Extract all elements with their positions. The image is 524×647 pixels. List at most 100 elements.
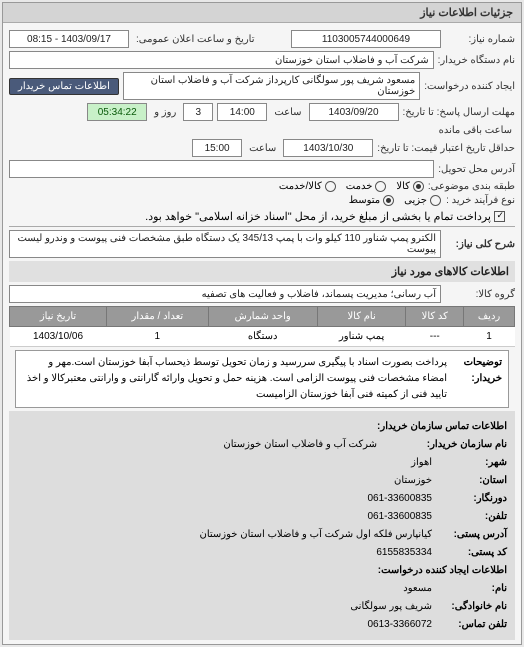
contact-info-button[interactable]: اطلاعات تماس خریدار (9, 78, 119, 95)
countdown-field: 05:34:22 (87, 103, 147, 121)
delivery-address-field (9, 160, 434, 178)
radio-icon (375, 181, 386, 192)
packaging-radio-group: کالا خدمت کالا/خدمت (279, 181, 424, 192)
radio-icon (325, 181, 336, 192)
postal: 6155835334 (376, 544, 432, 561)
payment-note-check: پرداخت تمام یا بخشی از مبلغ خرید، از محل… (145, 210, 505, 223)
radio-service-label: خدمت (346, 181, 373, 192)
validity-time-field: 15:00 (192, 139, 242, 157)
separator (9, 226, 515, 227)
validity-row: حداقل تاریخ اعتبار قیمت: تا تاریخ: 1403/… (9, 139, 515, 157)
radio-partial[interactable]: جزیی (404, 195, 441, 206)
radio-partial-label: جزیی (404, 195, 427, 206)
request-number-row: شماره نیاز: 1103005744000649 تاریخ و ساع… (9, 30, 515, 48)
address-label: آدرس پستی: (432, 526, 507, 543)
request-no-label: شماره نیاز: (445, 34, 515, 45)
cell-name: پمپ شناور (317, 327, 406, 347)
requester-row: ایجاد کننده درخواست: مسعود شریف پور سولگ… (9, 72, 515, 100)
buy-type-radio-group: جزیی متوسط (349, 195, 441, 206)
name-label: نام: (432, 580, 507, 597)
remaining-label: ساعت باقی مانده (436, 125, 515, 136)
radio-icon (413, 181, 424, 192)
contact-phone: 0613-3366072 (367, 616, 432, 633)
goods-group-row: گروه کالا: آب رسانی؛ مدیریت پسماند، فاضل… (9, 285, 515, 303)
packaging-label: طبقه بندی موضوعی: (428, 181, 515, 192)
days-label: روز و (151, 107, 179, 118)
th-unit: واحد شمارش (208, 307, 317, 327)
buyer-device-label: نام دستگاه خریدار: (438, 55, 515, 66)
description-text: پرداخت بصورت اسناد با پیگیری سررسید و زم… (22, 355, 447, 403)
cell-row: 1 (464, 327, 515, 347)
payment-note: پرداخت تمام یا بخشی از مبلغ خرید، از محل… (145, 210, 491, 223)
contact-phone-label: تلفن تماس: (432, 616, 507, 633)
contact-section: اطلاعات تماس سازمان خریدار: نام سازمان خ… (9, 411, 515, 640)
table-row: 1 --- پمپ شناور دستگاه 1 1403/10/06 (10, 327, 515, 347)
name: مسعود (403, 580, 432, 597)
panel-body: شماره نیاز: 1103005744000649 تاریخ و ساع… (3, 23, 521, 644)
radio-icon (383, 195, 394, 206)
buyer-device-field: شرکت آب و فاضلاب استان خوزستان (9, 51, 434, 69)
postal-label: کد پستی: (432, 544, 507, 561)
deadline-date-field: 1403/09/20 (309, 103, 399, 121)
buyer-device-row: نام دستگاه خریدار: شرکت آب و فاضلاب استا… (9, 51, 515, 69)
deadline-row: مهلت ارسال پاسخ: تا تاریخ: 1403/09/20 سا… (9, 103, 515, 136)
family-label: نام خانوادگی: (432, 598, 507, 615)
buy-type-label: نوع فرآیند خرید : (445, 195, 515, 206)
datetime-field: 1403/09/17 - 08:15 (9, 30, 129, 48)
org-name: شرکت آب و فاضلاب استان خوزستان (223, 436, 377, 453)
delivery-address-label: آدرس محل تحویل: (438, 164, 515, 175)
org-name-label: نام سازمان خریدار: (377, 436, 507, 453)
th-qty: تعداد / مقدار (107, 307, 209, 327)
radio-medium[interactable]: متوسط (349, 195, 394, 206)
creator-label: اطلاعات ایجاد کننده درخواست: (377, 562, 507, 579)
province-label: استان: (432, 472, 507, 489)
datetime-label: تاریخ و ساعت اعلان عمومی: (133, 34, 258, 45)
th-code: کد کالا (406, 307, 464, 327)
cell-date: 1403/10/06 (10, 327, 107, 347)
prefix-label: دورنگار: (432, 490, 507, 507)
radio-goods-label: کالا (396, 181, 410, 192)
buyer-description-box: توضیحات خریدار: پرداخت بصورت اسناد با پی… (15, 350, 509, 408)
requester-label: ایجاد کننده درخواست: (424, 81, 515, 92)
radio-icon (430, 195, 441, 206)
deadline-label: مهلت ارسال پاسخ: تا تاریخ: (403, 107, 515, 118)
packaging-row: طبقه بندی موضوعی: کالا خدمت کالا/خدمت (9, 181, 515, 192)
buy-type-row: نوع فرآیند خرید : جزیی متوسط پرداخت تمام… (9, 195, 515, 223)
city-label: شهر: (432, 454, 507, 471)
time-label-1: ساعت (271, 107, 304, 118)
contact-title: اطلاعات تماس سازمان خریدار: (377, 418, 507, 435)
validity-label: حداقل تاریخ اعتبار قیمت: تا تاریخ: (377, 143, 515, 154)
need-title-label: شرح کلی نیاز: (445, 239, 515, 250)
requester-field: مسعود شریف پور سولگانی کارپرداز شرکت آب … (123, 72, 420, 100)
request-no-field: 1103005744000649 (291, 30, 441, 48)
province: خوزستان (394, 472, 432, 489)
phone: 061-33600835 (367, 508, 432, 525)
need-title-row: شرح کلی نیاز: الکترو پمپ شناور 110 کیلو … (9, 230, 515, 258)
city: اهواز (411, 454, 432, 471)
need-title-field: الکترو پمپ شناور 110 کیلو وات با پمپ 345… (9, 230, 441, 258)
th-name: نام کالا (317, 307, 406, 327)
family: شریف پور سولگانی (350, 598, 432, 615)
th-date: تاریخ نیاز (10, 307, 107, 327)
radio-both-label: کالا/خدمت (279, 181, 322, 192)
goods-table: ردیف کد کالا نام کالا واحد شمارش تعداد /… (9, 306, 515, 347)
goods-group-label: گروه کالا: (445, 289, 515, 300)
goods-section-title: اطلاعات کالاهای مورد نیاز (9, 261, 515, 282)
address: کیانپارس فلکه اول شرکت آب و فاضلاب استان… (199, 526, 432, 543)
deadline-time-field: 14:00 (217, 103, 267, 121)
cell-unit: دستگاه (208, 327, 317, 347)
description-label: توضیحات خریدار: (447, 355, 502, 403)
cell-qty: 1 (107, 327, 209, 347)
details-panel: جزئیات اطلاعات نیاز شماره نیاز: 11030057… (2, 2, 522, 645)
cell-code: --- (406, 327, 464, 347)
radio-both[interactable]: کالا/خدمت (279, 181, 336, 192)
delivery-address-row: آدرس محل تحویل: (9, 160, 515, 178)
radio-goods[interactable]: کالا (396, 181, 424, 192)
days-remaining-field: 3 (183, 103, 213, 121)
th-row: ردیف (464, 307, 515, 327)
validity-date-field: 1403/10/30 (283, 139, 373, 157)
radio-service[interactable]: خدمت (346, 181, 387, 192)
radio-medium-label: متوسط (349, 195, 380, 206)
prefix: 061-33600835 (367, 490, 432, 507)
goods-group-field: آب رسانی؛ مدیریت پسماند، فاضلاب و فعالیت… (9, 285, 441, 303)
